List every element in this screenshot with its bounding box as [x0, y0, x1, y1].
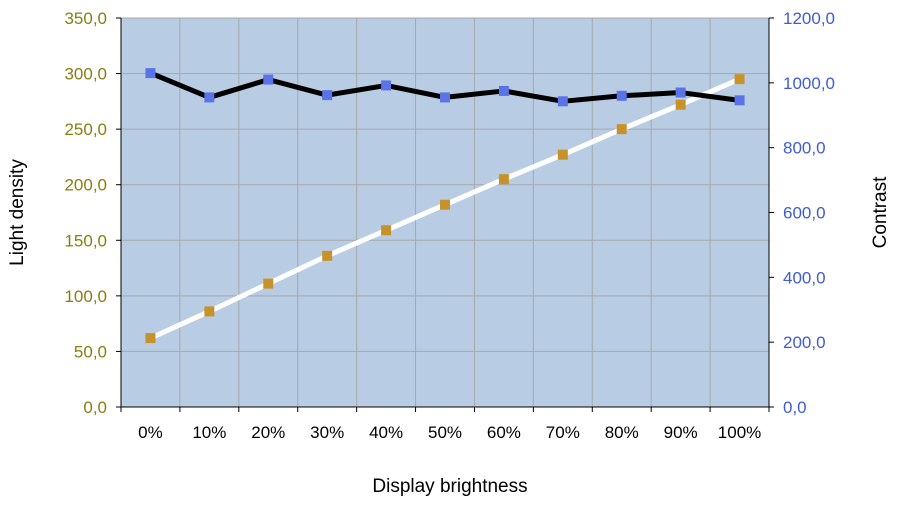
- axes: [116, 17, 774, 412]
- left-tick-label: 250,0: [64, 120, 107, 139]
- left-tick-label: 50,0: [74, 342, 107, 361]
- data-point-left: [204, 306, 215, 317]
- left-axis-title: Light density: [7, 159, 28, 266]
- data-point-left: [322, 250, 333, 261]
- left-axis-ticks: 0,0 50,0 100,0 150,0 200,0 250,0 300,0 350,0: [64, 9, 107, 417]
- x-axis-title: Display brightness: [372, 476, 527, 497]
- left-tick-label: 200,0: [64, 176, 107, 195]
- right-tick-label: 1000,0: [783, 74, 835, 93]
- data-point-left: [498, 174, 509, 185]
- data-point-right: [616, 90, 627, 101]
- left-tick-label: 350,0: [64, 9, 107, 28]
- data-point-right: [263, 74, 274, 85]
- x-tick-label: 10%: [192, 423, 226, 442]
- right-axis-title: Contrast: [870, 176, 891, 249]
- data-point-left: [616, 124, 627, 135]
- data-point-right: [381, 80, 392, 91]
- data-point-left: [734, 74, 745, 85]
- data-point-right: [204, 92, 215, 103]
- data-point-right: [440, 92, 450, 103]
- data-point-left: [440, 199, 450, 210]
- left-tick-label: 300,0: [64, 65, 107, 84]
- x-tick-label: 60%: [487, 423, 521, 442]
- x-tick-label: 0%: [138, 423, 163, 442]
- grid-lines: [121, 17, 769, 407]
- x-tick-label: 50%: [428, 423, 462, 442]
- x-axis-ticks: 0% 10% 20% 30% 40% 50% 60% 70% 80% 90% 100%: [138, 423, 761, 442]
- data-point-left: [675, 99, 686, 110]
- data-point-right: [498, 85, 509, 96]
- data-point-right: [734, 95, 745, 106]
- left-tick-label: 150,0: [64, 231, 107, 250]
- right-axis-ticks: 0,0 200,0 400,0 600,0 800,0 1000,0 1200,0: [783, 9, 835, 417]
- right-tick-label: 800,0: [783, 139, 826, 158]
- x-tick-label: 40%: [369, 423, 403, 442]
- data-point-left: [145, 333, 156, 344]
- left-tick-label: 0,0: [83, 398, 107, 417]
- right-tick-label: 0,0: [783, 398, 807, 417]
- left-tick-label: 100,0: [64, 287, 107, 306]
- data-point-right: [675, 87, 686, 98]
- plot-area: [121, 18, 769, 407]
- right-tick-label: 600,0: [783, 204, 826, 223]
- x-tick-label: 30%: [310, 423, 344, 442]
- right-tick-label: 1200,0: [783, 9, 835, 28]
- data-point-left: [557, 149, 568, 160]
- x-tick-label: 70%: [546, 423, 580, 442]
- right-tick-label: 400,0: [783, 268, 826, 287]
- x-tick-label: 20%: [251, 423, 285, 442]
- data-point-left: [381, 225, 392, 236]
- series-layer: [145, 68, 745, 344]
- x-tick-label: 100%: [718, 423, 761, 442]
- x-tick-label: 80%: [605, 423, 639, 442]
- data-point-right: [145, 68, 156, 79]
- right-tick-label: 200,0: [783, 333, 826, 352]
- x-tick-label: 90%: [664, 423, 698, 442]
- data-point-right: [557, 96, 568, 107]
- data-point-left: [263, 278, 274, 289]
- data-point-right: [322, 90, 333, 101]
